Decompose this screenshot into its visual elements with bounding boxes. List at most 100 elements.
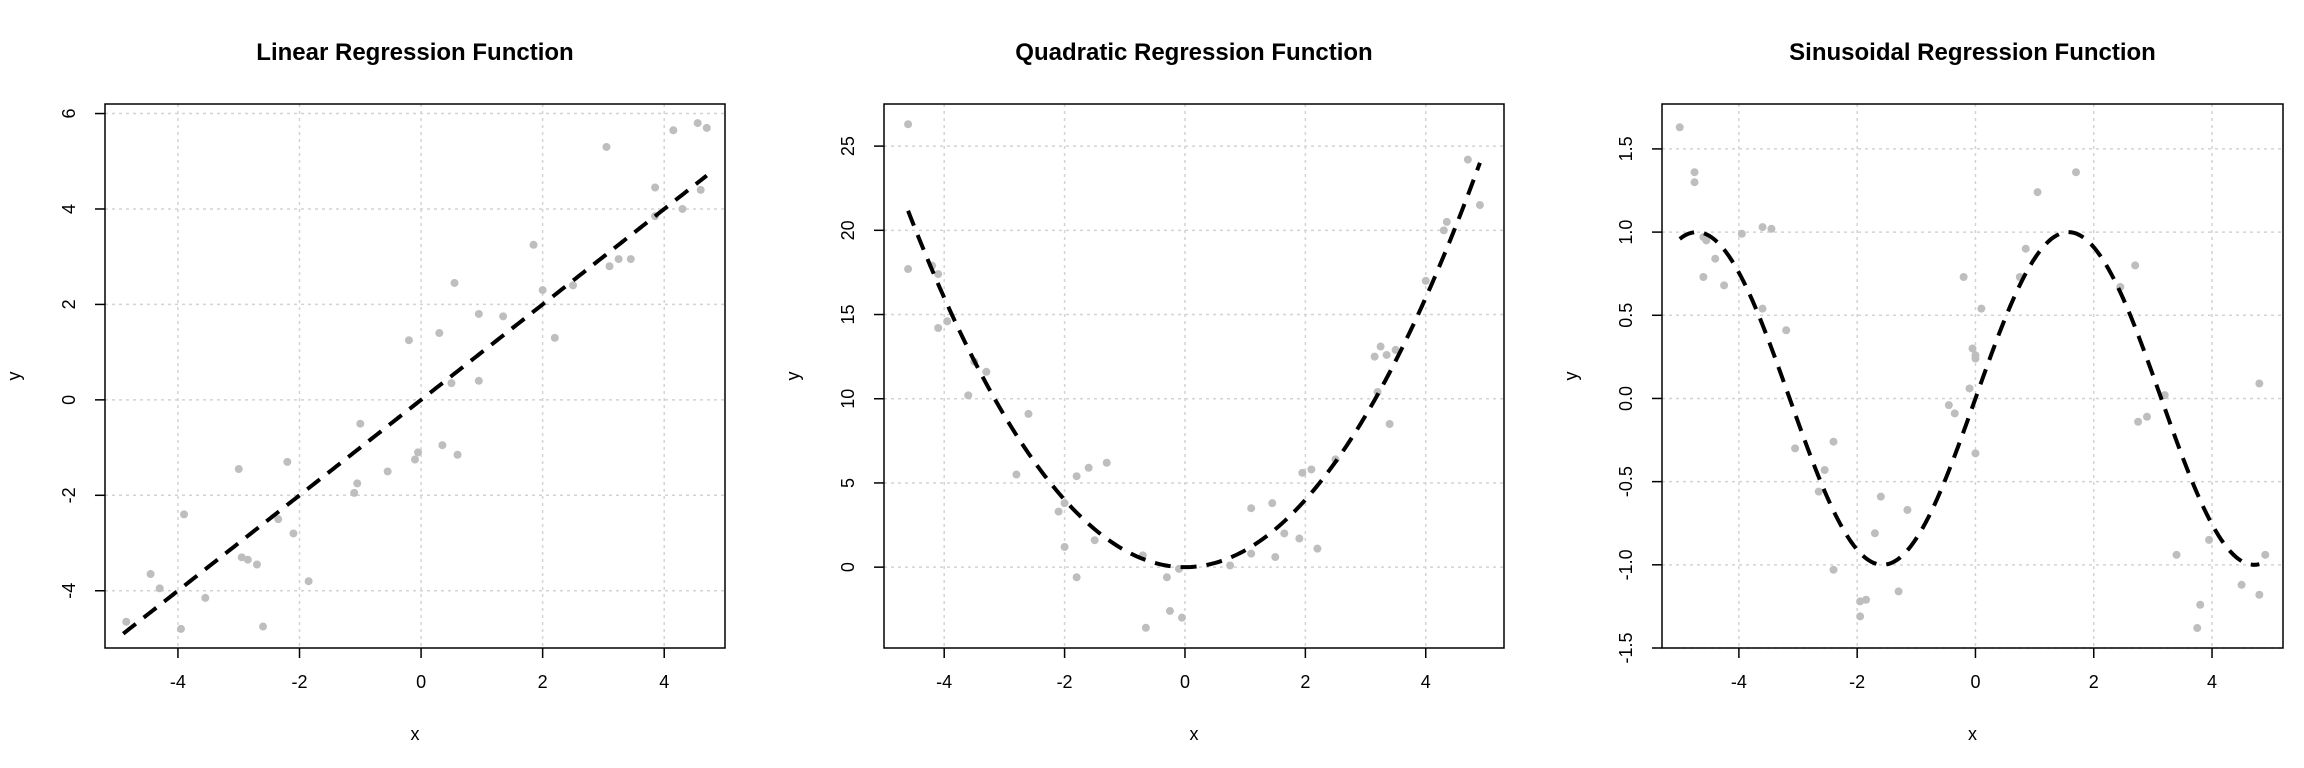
chart-panel-1: Linear Regression Function -4 -2 0 2 4 -4 -2 0 2 4…	[4, 39, 726, 744]
data-point	[1084, 463, 1093, 472]
regression-curve	[906, 162, 1482, 570]
x-tick-label: 2	[2089, 672, 2099, 692]
x-tick-label: 4	[1421, 672, 1431, 692]
data-point	[447, 379, 456, 388]
data-point	[1376, 342, 1385, 351]
data-point	[259, 622, 268, 631]
data-point	[404, 336, 413, 345]
data-point	[1298, 468, 1307, 477]
data-point	[702, 123, 711, 132]
data-point	[693, 119, 702, 128]
data-point	[1072, 573, 1081, 582]
data-point	[1870, 529, 1879, 538]
data-point	[289, 529, 298, 538]
y-tick-label: 6	[59, 109, 79, 119]
data-point	[1720, 281, 1729, 290]
data-point	[1968, 344, 1977, 353]
data-point	[1226, 561, 1235, 570]
data-point	[1382, 350, 1391, 359]
x-tick-label: 4	[659, 672, 669, 692]
data-point	[2172, 550, 2181, 559]
y-tick-label: 10	[838, 389, 858, 409]
data-point	[122, 617, 131, 626]
data-point	[2261, 550, 2270, 559]
y-tick-label: -0.5	[1616, 466, 1636, 497]
y-tick-label: 1.0	[1616, 220, 1636, 245]
y-tick-label: 2	[59, 299, 79, 309]
data-point	[474, 376, 483, 385]
data-point	[2033, 188, 2042, 197]
y-tick-label: 0	[59, 395, 79, 405]
data-point	[2193, 624, 2202, 633]
data-point	[1782, 326, 1791, 335]
y-tick-label: 5	[838, 478, 858, 488]
data-point	[1675, 123, 1684, 132]
data-point	[529, 240, 538, 249]
data-point	[2134, 417, 2143, 426]
data-point	[2021, 244, 2030, 253]
data-point	[2196, 600, 2205, 609]
data-point	[904, 120, 913, 129]
y-tick-label: -1.5	[1616, 632, 1636, 663]
data-point	[438, 441, 447, 450]
x-tick-label: -4	[936, 672, 952, 692]
data-point	[1271, 553, 1280, 562]
data-point	[602, 142, 611, 151]
data-point	[538, 286, 547, 295]
data-point	[1280, 529, 1289, 538]
x-tick-label: -2	[1057, 672, 1073, 692]
data-point	[1024, 409, 1033, 418]
x-tick-label: 0	[416, 672, 426, 692]
data-point	[605, 262, 614, 271]
data-point	[1791, 444, 1800, 453]
data-point	[1165, 606, 1174, 615]
y-tick-label: 0	[838, 562, 858, 572]
y-tick-label: 25	[838, 136, 858, 156]
data-point	[283, 457, 292, 466]
data-point	[1385, 420, 1394, 428]
data-point	[1737, 229, 1746, 238]
data-point	[1141, 623, 1150, 632]
regression-curve	[122, 174, 708, 636]
x-tick-label: 4	[2207, 672, 2217, 692]
data-point	[176, 624, 185, 633]
data-point	[1439, 226, 1448, 235]
y-axis-label: y	[1561, 372, 1581, 381]
data-point	[1758, 304, 1767, 313]
x-axis-label: x	[1190, 724, 1199, 744]
y-tick-label: 0.5	[1616, 303, 1636, 328]
chart-title: Sinusoidal Regression Function	[1789, 39, 2156, 66]
chart-title: Quadratic Regression Function	[1015, 39, 1372, 66]
data-point	[1903, 505, 1912, 514]
data-point	[1959, 273, 1968, 282]
data-point	[1247, 549, 1256, 558]
data-point	[1421, 276, 1430, 285]
data-point	[155, 584, 164, 593]
y-tick-label: -2	[59, 487, 79, 503]
data-point	[1295, 534, 1304, 543]
data-point	[1060, 542, 1069, 551]
data-point	[696, 185, 705, 194]
x-tick-label: -4	[170, 672, 186, 692]
data-point	[614, 255, 623, 264]
data-point	[274, 515, 283, 524]
data-point	[146, 570, 155, 579]
data-point	[1767, 224, 1776, 233]
chart-panel-3: Sinusoidal Regression Function -4 -2 0 2 4 -1.…	[1561, 39, 2284, 744]
data-point	[1690, 178, 1699, 187]
data-point	[1102, 458, 1111, 467]
data-point	[1876, 492, 1885, 501]
data-point	[435, 329, 444, 338]
y-tick-label: 0.0	[1616, 386, 1636, 411]
data-point	[651, 183, 660, 192]
data-point	[252, 560, 261, 569]
data-point	[243, 555, 252, 564]
y-tick-label: 1.5	[1616, 136, 1636, 161]
data-point	[1313, 544, 1322, 553]
data-point	[1391, 345, 1400, 354]
data-point	[1072, 472, 1081, 481]
x-axis-label: x	[1968, 724, 1977, 744]
data-point	[1475, 201, 1484, 210]
chart-title: Linear Regression Function	[256, 39, 573, 66]
